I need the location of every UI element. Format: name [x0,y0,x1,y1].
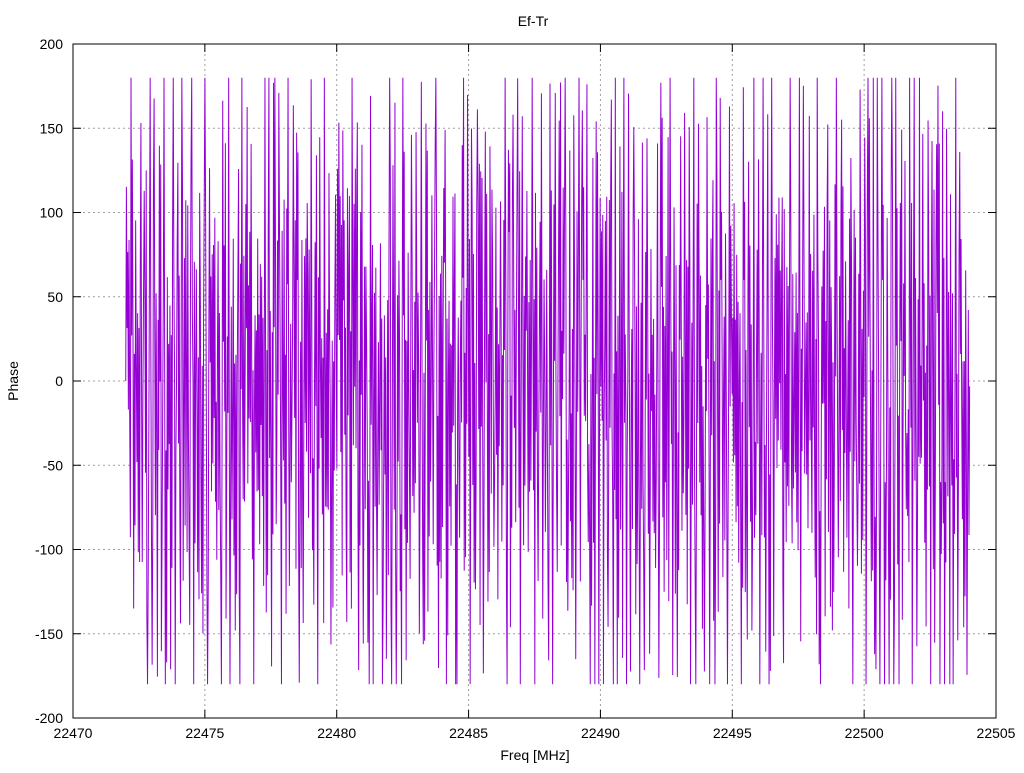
y-tick-label: -50 [43,457,63,473]
series-layer [125,77,971,685]
x-tick-label: 22470 [54,725,93,741]
y-tick-label: -200 [35,710,63,726]
labels-layer: 22470 22475 22480 22485 22490 22495 22500 22505… [35,36,1016,741]
y-tick-label: 200 [40,36,64,52]
x-tick-label: 22475 [185,725,224,741]
y-axis-label: Phase [5,361,21,401]
y-tick-label: 100 [40,205,64,221]
x-tick-label: 22480 [317,725,356,741]
y-tick-label: -100 [35,542,63,558]
x-tick-label: 22505 [977,725,1016,741]
phase-series-line [125,77,971,685]
y-tick-label: 150 [40,120,64,136]
x-axis-label: Freq [MHz] [500,747,569,763]
x-tick-label: 22500 [845,725,884,741]
y-tick-label: 0 [55,373,63,389]
y-tick-label: -150 [35,626,63,642]
ticks-layer [72,43,997,719]
x-tick-label: 22490 [581,725,620,741]
y-tick-label: 50 [47,289,63,305]
chart-title: Ef-Tr [518,13,549,29]
x-tick-label: 22495 [713,725,752,741]
x-tick-label: 22485 [449,725,488,741]
